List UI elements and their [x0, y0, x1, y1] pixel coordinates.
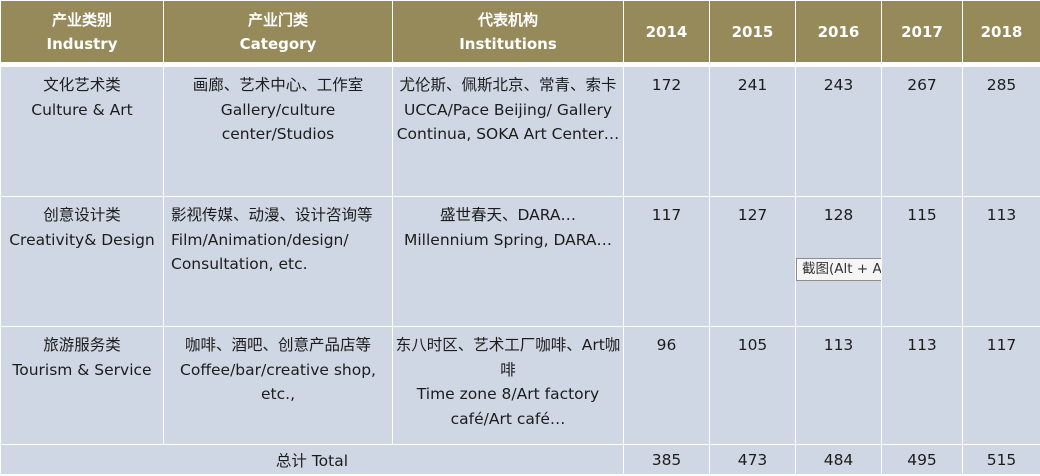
institutions-en: Millennium Spring, DARA… [403, 230, 613, 249]
total-row: 总计 Total 385 473 484 495 515 [0, 444, 1040, 475]
header-industry-en: Industry [46, 34, 118, 53]
header-institutions: 代表机构 Institutions [392, 0, 624, 63]
value-2017: 113 [881, 326, 963, 445]
category-zh: 影视传媒、动漫、设计咨询等 [171, 206, 373, 224]
total-label: 总计 Total [0, 444, 624, 475]
category-cell: 画廊、艺术中心、工作室 Gallery/culture center/Studi… [163, 66, 393, 197]
value-2014: 172 [623, 66, 710, 197]
value-2018: 285 [962, 66, 1040, 197]
institutions-en: UCCA/Pace Beijing/ Gallery Continua, SOK… [396, 100, 620, 144]
value-2015: 241 [709, 66, 796, 197]
header-institutions-zh: 代表机构 [477, 10, 538, 29]
total-2015: 473 [709, 444, 796, 475]
industry-en: Tourism & Service [12, 360, 152, 379]
industry-cell: 创意设计类 Creativity& Design [0, 196, 164, 327]
institutions-zh: 东八时区、艺术工厂咖啡、Art咖啡 [395, 336, 621, 379]
institutions-cell: 盛世春天、DARA… Millennium Spring, DARA… [392, 196, 624, 327]
value-2016: 128 [823, 206, 854, 224]
header-category-zh: 产业门类 [247, 10, 308, 29]
value-2018: 113 [962, 196, 1040, 327]
value-2016: 113 [795, 326, 882, 445]
value-2015: 127 [709, 196, 796, 327]
value-2017: 267 [881, 66, 963, 197]
value-2014: 96 [623, 326, 710, 445]
category-en: Film/Animation/design/ Consultation, etc… [171, 230, 349, 274]
header-year-2014: 2014 [623, 0, 710, 63]
industry-zh: 旅游服务类 [43, 336, 121, 354]
institutions-zh: 尤伦斯、佩斯北京、常青、索卡 [399, 76, 617, 94]
industry-zh: 创意设计类 [43, 206, 121, 224]
header-year-2017: 2017 [881, 0, 963, 63]
screenshot-tooltip: 截图(Alt + A) [796, 258, 881, 281]
institutions-zh: 盛世春天、DARA… [439, 206, 576, 224]
value-2014: 117 [623, 196, 710, 327]
header-industry: 产业类别 Industry [0, 0, 164, 63]
value-2016-cell: 128 截图(Alt + A) [795, 196, 882, 327]
separator [0, 62, 1040, 67]
value-2018: 117 [962, 326, 1040, 445]
category-cell: 影视传媒、动漫、设计咨询等 Film/Animation/design/ Con… [163, 196, 393, 327]
header-row: 产业类别 Industry 产业门类 Category 代表机构 Institu… [0, 0, 1040, 63]
total-2018: 515 [962, 444, 1040, 475]
header-industry-zh: 产业类别 [51, 10, 112, 29]
category-zh: 咖啡、酒吧、创意产品店等 [184, 336, 371, 354]
category-zh: 画廊、艺术中心、工作室 [192, 76, 364, 94]
industry-cell: 旅游服务类 Tourism & Service [0, 326, 164, 445]
table-row: 旅游服务类 Tourism & Service 咖啡、酒吧、创意产品店等 Cof… [0, 326, 1040, 445]
total-2017: 495 [881, 444, 963, 475]
institutions-en: Time zone 8/Art factory café/Art café… [416, 385, 600, 428]
value-2017: 115 [881, 196, 963, 327]
header-category: 产业门类 Category [163, 0, 393, 63]
category-en: Gallery/culture center/Studios [220, 100, 336, 144]
header-category-en: Category [239, 34, 317, 53]
total-2014: 385 [623, 444, 710, 475]
institutions-cell: 尤伦斯、佩斯北京、常青、索卡 UCCA/Pace Beijing/ Galler… [392, 66, 624, 197]
table-row: 文化艺术类 Culture & Art 画廊、艺术中心、工作室 Gallery/… [0, 66, 1040, 197]
header-year-2018: 2018 [962, 0, 1040, 63]
industry-en: Culture & Art [31, 100, 133, 119]
institutions-cell: 东八时区、艺术工厂咖啡、Art咖啡 Time zone 8/Art factor… [392, 326, 624, 445]
value-2016: 243 [795, 66, 882, 197]
category-en: Coffee/bar/creative shop, etc., [180, 360, 376, 404]
table-row: 创意设计类 Creativity& Design 影视传媒、动漫、设计咨询等 F… [0, 196, 1040, 327]
industry-zh: 文化艺术类 [43, 76, 121, 94]
header-year-2015: 2015 [709, 0, 796, 63]
industry-en: Creativity& Design [9, 230, 155, 249]
header-year-2016: 2016 [795, 0, 882, 63]
total-2016: 484 [795, 444, 882, 475]
value-2015: 105 [709, 326, 796, 445]
industry-cell: 文化艺术类 Culture & Art [0, 66, 164, 197]
category-cell: 咖啡、酒吧、创意产品店等 Coffee/bar/creative shop, e… [163, 326, 393, 445]
header-institutions-en: Institutions [459, 34, 557, 53]
